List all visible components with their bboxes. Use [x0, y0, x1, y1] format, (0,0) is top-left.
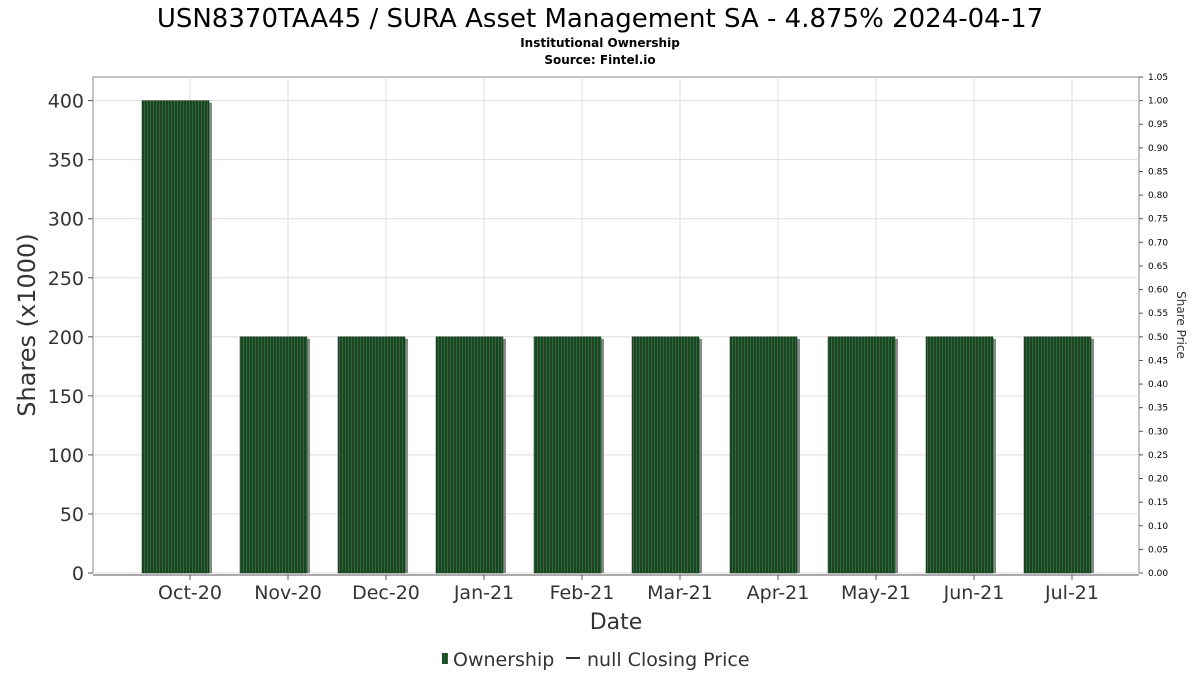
x-tick-label: Jun-21 — [943, 582, 1005, 604]
y-axis-left: 0 50 100 150 200 250 300 350 400 — [48, 91, 93, 585]
bar-ownership — [533, 336, 602, 574]
bar-ownership — [1023, 336, 1092, 574]
legend-price-label: null Closing Price — [587, 649, 750, 671]
y-tick-label: 350 — [48, 150, 84, 172]
y-axis-right: 0.00 0.05 0.10 0.15 0.20 0.25 0.30 0.35 0.40 0.45… — [1139, 73, 1168, 579]
bar-ownership — [141, 100, 210, 574]
bar-ownership — [631, 336, 700, 574]
y-axis-label: Shares (x1000) — [13, 233, 41, 416]
x-tick-label: Nov-20 — [254, 582, 322, 604]
legend-ownership-swatch — [442, 653, 448, 664]
y2-tick-label: 0.05 — [1148, 545, 1168, 555]
x-tick-label: Dec-20 — [352, 582, 420, 604]
y2-tick-label: 0.85 — [1148, 167, 1168, 177]
bar-ownership — [239, 336, 308, 574]
y2-tick-label: 0.75 — [1148, 215, 1168, 225]
bar-ownership — [435, 336, 504, 574]
y2-tick-label: 0.90 — [1148, 144, 1168, 154]
y2-tick-label: 0.60 — [1148, 286, 1168, 296]
x-tick-label: Mar-21 — [647, 582, 713, 604]
y2-tick-label: 0.40 — [1148, 380, 1168, 390]
y-tick-label: 250 — [48, 268, 84, 290]
y-tick-label: 50 — [60, 504, 84, 526]
y2-tick-label: 0.80 — [1148, 191, 1168, 201]
bar-ownership — [827, 336, 896, 574]
chart-title: USN8370TAA45 / SURA Asset Management SA … — [157, 4, 1043, 34]
y2-tick-label: 0.15 — [1148, 498, 1168, 508]
y2-tick-label: 1.05 — [1148, 73, 1168, 83]
bars — [141, 100, 1094, 574]
y2-tick-label: 0.45 — [1148, 356, 1168, 366]
chart-subtitle-1: Institutional Ownership — [520, 36, 680, 50]
y2-tick-label: 0.00 — [1148, 569, 1168, 579]
x-tick-label: Jan-21 — [453, 582, 514, 604]
y2-tick-label: 0.30 — [1148, 427, 1168, 437]
x-tick-label: Feb-21 — [550, 582, 615, 604]
y2-tick-label: 0.65 — [1148, 262, 1168, 272]
y2-axis-label: Share Price — [1174, 291, 1188, 359]
y-tick-label: 150 — [48, 386, 84, 408]
y-tick-label: 100 — [48, 445, 84, 467]
y-tick-label: 400 — [48, 91, 84, 113]
legend-ownership-label: Ownership — [453, 649, 554, 671]
y2-tick-label: 0.50 — [1148, 333, 1168, 343]
y2-tick-label: 0.20 — [1148, 475, 1168, 485]
y2-tick-label: 0.25 — [1148, 451, 1168, 461]
chart-subtitle-2: Source: Fintel.io — [544, 53, 655, 67]
bar-ownership — [729, 336, 798, 574]
x-tick-label: Jul-21 — [1044, 582, 1099, 604]
bar-ownership — [925, 336, 994, 574]
y2-tick-label: 0.35 — [1148, 404, 1168, 414]
y2-tick-label: 0.95 — [1148, 120, 1168, 130]
x-tick-label: Apr-21 — [747, 582, 810, 604]
y-tick-label: 200 — [48, 327, 84, 349]
y2-tick-label: 0.10 — [1148, 522, 1168, 532]
y-tick-label: 300 — [48, 209, 84, 231]
y2-tick-label: 0.70 — [1148, 238, 1168, 248]
x-axis-label: Date — [590, 610, 643, 635]
x-tick-label: Oct-20 — [158, 582, 222, 604]
y-tick-label: 0 — [72, 563, 84, 585]
bar-ownership — [337, 336, 406, 574]
y2-tick-label: 1.00 — [1148, 97, 1168, 107]
x-tick-label: May-21 — [841, 582, 911, 604]
y2-tick-label: 0.55 — [1148, 309, 1168, 319]
legend: Ownership null Closing Price — [442, 649, 750, 671]
x-axis: Oct-20 Nov-20 Dec-20 Jan-21 Feb-21 Mar-21 Apr-… — [93, 574, 1139, 604]
